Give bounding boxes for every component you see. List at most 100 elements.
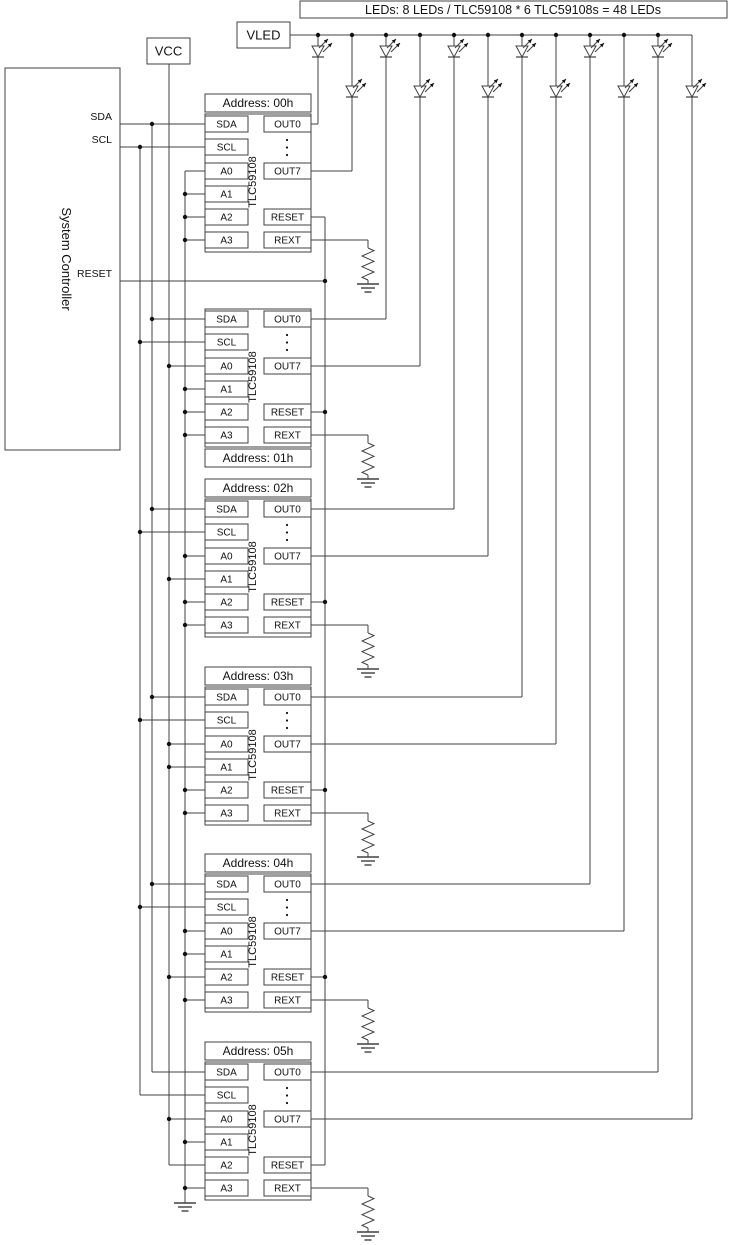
pin-box-left <box>204 781 249 799</box>
pin-box-left <box>204 547 249 565</box>
pin-label: RESET <box>271 973 304 984</box>
pin-label: A3 <box>220 236 233 247</box>
outputs-ellipsis-dot <box>285 538 289 542</box>
junction-dot <box>587 32 593 38</box>
junction-dot <box>182 432 188 438</box>
pin-box-right <box>263 208 312 226</box>
pin-label: OUT0 <box>274 693 301 704</box>
pin-box-left <box>204 758 249 776</box>
pin-box-right <box>263 115 312 133</box>
pin-label: SDA <box>216 880 237 891</box>
vcc-label: VCC <box>155 44 182 59</box>
outputs-ellipsis-dot <box>285 348 289 352</box>
pin-box-left <box>204 1156 249 1174</box>
junction-dot <box>182 928 188 934</box>
pin-box-left <box>204 426 249 444</box>
pin-label: RESET <box>271 213 304 224</box>
pin-label: REXT <box>274 431 301 442</box>
junction-dot <box>322 599 328 605</box>
junction-dot <box>417 32 423 38</box>
pin-box-right <box>263 1179 312 1197</box>
pin-box-left <box>204 1063 249 1081</box>
pin-box-left <box>204 357 249 375</box>
controller-sda-label: SDA <box>90 111 112 123</box>
pin-label: RESET <box>271 408 304 419</box>
pin-box-left <box>204 922 249 940</box>
outputs-ellipsis-dot <box>285 1101 289 1105</box>
resistor <box>360 820 376 854</box>
pin-label: RESET <box>271 786 304 797</box>
pin-box-left <box>204 1086 249 1104</box>
pin-label: SCL <box>217 143 237 154</box>
chip-body <box>204 873 312 1013</box>
chip-address-box <box>204 448 312 468</box>
pin-label: SCL <box>217 716 237 727</box>
pin-box-left <box>204 185 249 203</box>
junction-dot <box>182 191 188 197</box>
outputs-ellipsis-dot <box>285 1094 289 1097</box>
chip-name-label: TLC59108 <box>247 1104 259 1155</box>
pin-label: SDA <box>216 505 237 516</box>
pin-label: A1 <box>220 385 233 396</box>
pin-box-left <box>204 115 249 133</box>
chip-name-label: TLC59108 <box>247 541 259 592</box>
junction-dot <box>182 237 188 243</box>
pin-label: OUT7 <box>274 1115 301 1126</box>
chip-body <box>204 1061 312 1201</box>
junction-dot <box>349 32 355 38</box>
chip-address-label: Address: 04h <box>223 856 294 870</box>
pin-box-left <box>204 804 249 822</box>
pin-box-left <box>204 162 249 180</box>
pin-box-right <box>263 162 312 180</box>
pin-box-left <box>204 380 249 398</box>
chip-address-box <box>204 666 312 686</box>
pin-box-right <box>263 735 312 753</box>
junction-dot <box>553 32 559 38</box>
junction-dot <box>182 386 188 392</box>
resistor <box>360 1007 376 1041</box>
junction-dot <box>621 32 627 38</box>
pin-label: OUT0 <box>274 120 301 131</box>
junction-dot <box>149 121 155 127</box>
pin-label: A1 <box>220 950 233 961</box>
outputs-ellipsis-dot <box>285 153 289 157</box>
pin-box-left <box>204 616 249 634</box>
led-symbol <box>515 38 537 59</box>
pin-box-right <box>263 231 312 249</box>
pin-label: SDA <box>216 693 237 704</box>
chip-address-box <box>204 1041 312 1061</box>
outputs-ellipsis-dot <box>285 913 289 917</box>
outputs-ellipsis-dot <box>285 719 289 722</box>
pin-label: OUT0 <box>274 315 301 326</box>
pin-label: SDA <box>216 1068 237 1079</box>
chip-body <box>204 308 312 448</box>
pin-label: SCL <box>217 903 237 914</box>
pin-box-left <box>204 310 249 328</box>
pin-label: A0 <box>220 740 233 751</box>
pin-label: A1 <box>220 190 233 201</box>
pin-box-right <box>263 403 312 421</box>
pin-label: A2 <box>220 973 233 984</box>
pin-label: REXT <box>274 996 301 1007</box>
pin-box-left <box>204 1133 249 1151</box>
vcc-box <box>146 37 191 65</box>
outputs-ellipsis-dot <box>285 146 289 149</box>
pin-box-left <box>204 500 249 518</box>
outputs-ellipsis-dot <box>285 1086 289 1090</box>
outputs-ellipsis-dot <box>285 531 289 534</box>
pin-box-right <box>263 547 312 565</box>
junction-dot <box>182 951 188 957</box>
pin-box-right <box>263 357 312 375</box>
pin-box-right <box>263 804 312 822</box>
outputs-ellipsis-dot <box>285 898 289 902</box>
chip-address-label: Address: 00h <box>223 96 294 110</box>
pin-box-left <box>204 991 249 1009</box>
pin-label: A2 <box>220 786 233 797</box>
pin-box-left <box>204 945 249 963</box>
chip-name-label: TLC59108 <box>247 351 259 402</box>
led-symbol <box>447 38 469 59</box>
pin-box-left <box>204 1110 249 1128</box>
controller-reset-label: RESET <box>77 268 113 280</box>
pin-box-right <box>263 500 312 518</box>
pin-label: A0 <box>220 927 233 938</box>
